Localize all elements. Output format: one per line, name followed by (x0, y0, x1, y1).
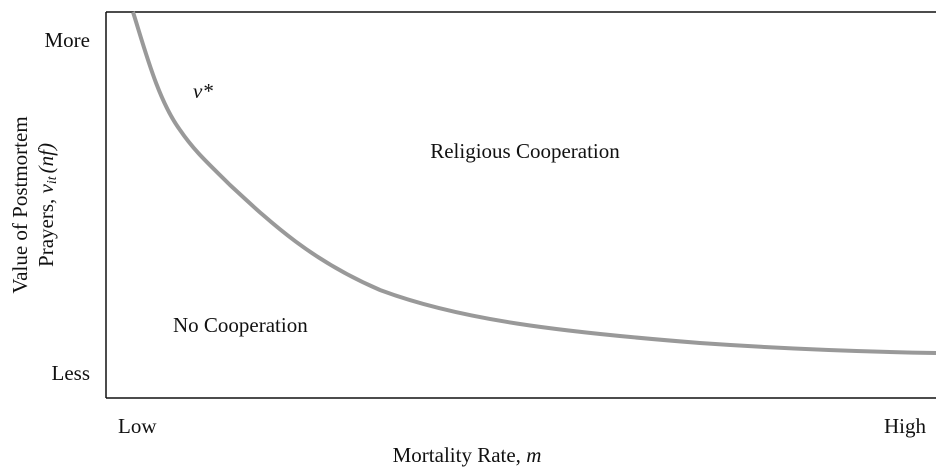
x-axis-title: Mortality Rate, m (393, 443, 542, 467)
curve-label: v* (193, 79, 213, 103)
y-title-suffix: (nf) (34, 143, 58, 173)
x-right-label: High (884, 414, 927, 438)
y-bottom-label: Less (52, 361, 91, 385)
y-title-line1: Value of Postmortem (8, 116, 32, 293)
y-title-line2: Prayers, vit (nf) (34, 143, 60, 267)
y-top-label: More (45, 28, 91, 52)
y-title-symbol: v (34, 183, 58, 193)
threshold-curve (131, 11, 936, 355)
x-left-label: Low (118, 414, 157, 438)
y-axis-title: Value of Postmortem Prayers, vit (nf) (8, 116, 60, 293)
y-title-subscript: it (45, 175, 60, 184)
region-upper-label: Religious Cooperation (430, 139, 620, 163)
x-title-symbol: m (526, 443, 541, 467)
y-title-text: Prayers, (34, 193, 58, 266)
x-title-text: Mortality Rate, (393, 443, 527, 467)
region-lower-label: No Cooperation (173, 313, 308, 337)
